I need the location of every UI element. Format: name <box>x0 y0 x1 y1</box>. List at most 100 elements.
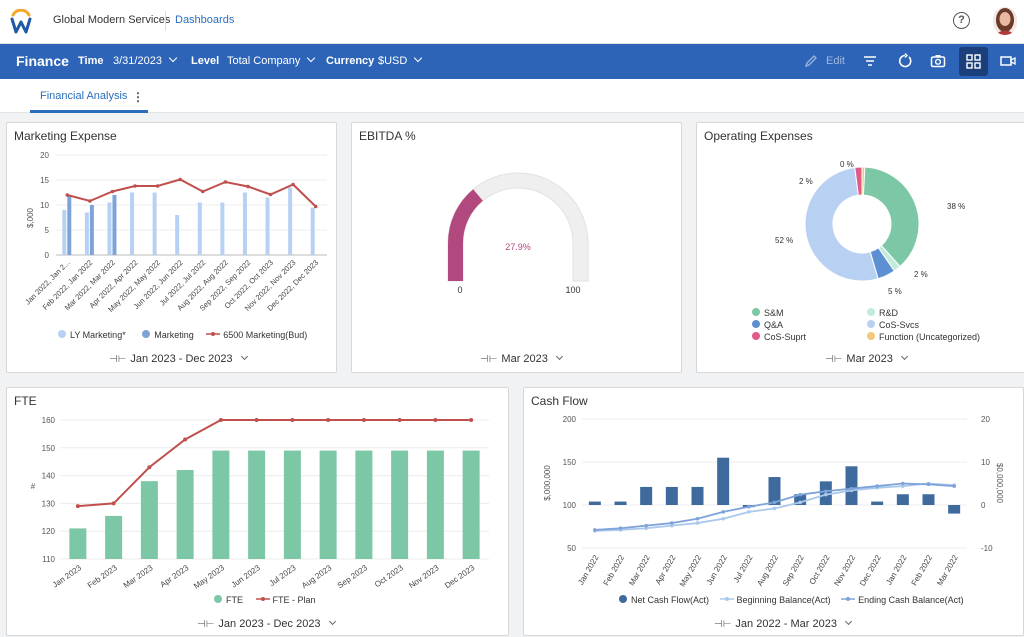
fte-card: FTE # 110 120 130 140 150 160 Jan 2023 Feb 2023… <box>6 387 509 636</box>
video-icon[interactable] <box>1000 53 1016 69</box>
level-value: Total Company <box>227 55 301 67</box>
filter-icon[interactable] <box>862 53 878 69</box>
legend-line-swatch <box>255 597 270 601</box>
grid-view-button[interactable] <box>959 47 988 76</box>
time-label: Time <box>78 55 104 67</box>
bar-fte <box>283 450 301 559</box>
bar-fte <box>355 450 373 559</box>
bar-net-cash-flow <box>640 486 653 505</box>
bar-marketing <box>89 205 94 255</box>
gauge-max-label: 100 <box>565 285 580 295</box>
x-tick-label: Sep 2022 <box>781 553 806 588</box>
period-label: Jan 2023 - Dec 2023 <box>130 353 233 365</box>
currency-select[interactable]: $USD <box>378 44 423 79</box>
slice-label: 2 % <box>914 270 928 279</box>
chevron-down-icon <box>900 352 908 361</box>
level-label: Level <box>191 55 220 67</box>
bar-fte <box>319 450 337 559</box>
budget-point <box>246 184 250 189</box>
ending-balance-point <box>618 526 623 531</box>
legend-item: Q&A <box>764 320 784 330</box>
legend-swatch <box>58 330 66 338</box>
bar-ly-marketing <box>197 202 202 255</box>
bar-fte <box>69 528 87 559</box>
budget-point <box>178 177 183 182</box>
bar-ly-marketing <box>130 192 135 255</box>
legend-line-swatch <box>206 332 221 336</box>
org-name: Global Modern Services <box>53 14 171 26</box>
ending-balance-point <box>926 482 931 487</box>
cash-flow-chart: $,000,000 $0,000,000 50 100 150 200 -10 0 10 20… <box>543 415 1004 588</box>
slice-label: 38 % <box>947 202 965 211</box>
x-tick-label: Oct 2022 <box>808 553 832 586</box>
fte-plan-line <box>77 419 472 508</box>
bar-net-cash-flow <box>691 486 704 505</box>
legend-swatch <box>752 320 760 328</box>
bar-net-cash-flow <box>948 505 961 514</box>
slice-label: 5 % <box>888 287 902 296</box>
fte-plan-point <box>183 437 188 442</box>
dashboards-link[interactable]: Dashboards <box>175 14 235 26</box>
edit-button[interactable]: Edit <box>826 55 845 67</box>
legend-item: Ending Cash Balance(Act) <box>858 595 964 605</box>
period-selector[interactable]: ⊣⊢ Jan 2023 - Dec 2023 <box>197 617 336 630</box>
ending-balance-point <box>849 486 854 491</box>
budget-point <box>313 204 318 209</box>
budget-point <box>223 180 228 184</box>
budget-line <box>67 178 317 208</box>
legend-item: Net Cash Flow(Act) <box>631 595 710 605</box>
bar-net-cash-flow <box>896 494 909 505</box>
x-tick-label: Mar 2023 <box>122 563 155 590</box>
time-select[interactable]: 3/31/2023 <box>113 44 178 79</box>
legend-item: FTE - Plan <box>272 595 316 605</box>
level-select[interactable]: Total Company <box>227 44 316 79</box>
card-title: FTE <box>14 394 37 408</box>
legend-item: 6500 Marketing(Bud) <box>223 330 308 340</box>
camera-icon[interactable] <box>930 53 946 69</box>
x-tick-label: Jan 2023 <box>51 563 84 590</box>
chevron-down-icon <box>307 53 316 63</box>
operating-expenses-card: Operating Expenses 38 % 2 % 5 % 52 % 2 %… <box>696 122 1024 373</box>
slice-label: 52 % <box>775 236 793 245</box>
bar-net-cash-flow <box>614 501 627 505</box>
y-tick-label-right: 10 <box>981 458 990 467</box>
tab-financial-analysis[interactable]: Financial Analysis <box>40 90 128 102</box>
bar-fte <box>391 450 409 559</box>
avatar[interactable] <box>993 7 1017 35</box>
period-selector[interactable]: ⊣⊢ Mar 2023 <box>825 352 908 365</box>
beginning-balance-point <box>721 516 725 521</box>
budget-point <box>268 192 273 197</box>
fte-plan-point <box>290 418 295 422</box>
gauge-min-label: 0 <box>457 285 462 295</box>
legend-swatch <box>752 332 760 340</box>
tab-menu-icon[interactable]: ⋮ <box>132 90 144 104</box>
ending-balance-point <box>952 484 956 488</box>
y-tick-label-right: 20 <box>981 415 990 424</box>
bar-net-cash-flow <box>794 494 807 505</box>
period-selector[interactable]: ⊣⊢ Jan 2022 - Mar 2023 <box>714 617 852 630</box>
y-axis-label-left: $,000,000 <box>543 465 552 501</box>
x-tick-label: Dec 2023 <box>443 563 477 590</box>
bar-net-cash-flow <box>588 501 601 505</box>
y-axis-label: $,000 <box>26 207 35 228</box>
period-selector[interactable]: ⊣⊢ Jan 2023 - Dec 2023 <box>109 352 248 365</box>
card-title: Cash Flow <box>531 394 588 408</box>
active-tab-indicator <box>30 110 148 113</box>
x-tick-label: Sep 2023 <box>336 563 370 590</box>
chevron-down-icon <box>414 53 423 63</box>
drag-handle-icon: ⊣⊢ <box>480 354 498 365</box>
workday-logo-icon[interactable] <box>10 9 32 35</box>
help-icon[interactable]: ? <box>953 12 970 29</box>
chevron-down-icon <box>844 617 852 626</box>
legend-item: R&D <box>879 308 899 318</box>
refresh-icon[interactable] <box>897 53 913 69</box>
legend-swatch <box>619 595 627 603</box>
budget-point <box>110 189 115 194</box>
y-tick-label: 120 <box>42 527 56 536</box>
x-tick-label: Jun 2022 <box>705 553 730 586</box>
ending-balance-point <box>798 492 802 497</box>
period-selector[interactable]: ⊣⊢ Mar 2023 <box>480 352 563 365</box>
ending-balance-point <box>824 489 828 494</box>
fte-plan-point <box>254 418 259 422</box>
budget-point <box>291 182 295 187</box>
